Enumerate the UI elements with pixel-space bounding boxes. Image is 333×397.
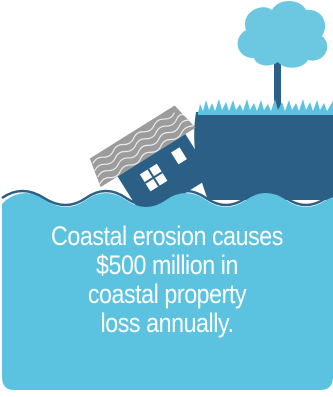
caption: Coastal erosion causes $500 million in c… (35, 222, 298, 338)
house-icon (89, 105, 212, 219)
caption-line-4: loss annually. (100, 308, 234, 338)
caption-line-2: $500 million in (95, 250, 238, 280)
caption-line-1: Coastal erosion causes (51, 221, 283, 251)
water-icon (1, 189, 333, 390)
caption-line-3: coastal property (87, 279, 247, 309)
cliff-icon (194, 99, 333, 200)
tree-icon (237, 1, 328, 110)
